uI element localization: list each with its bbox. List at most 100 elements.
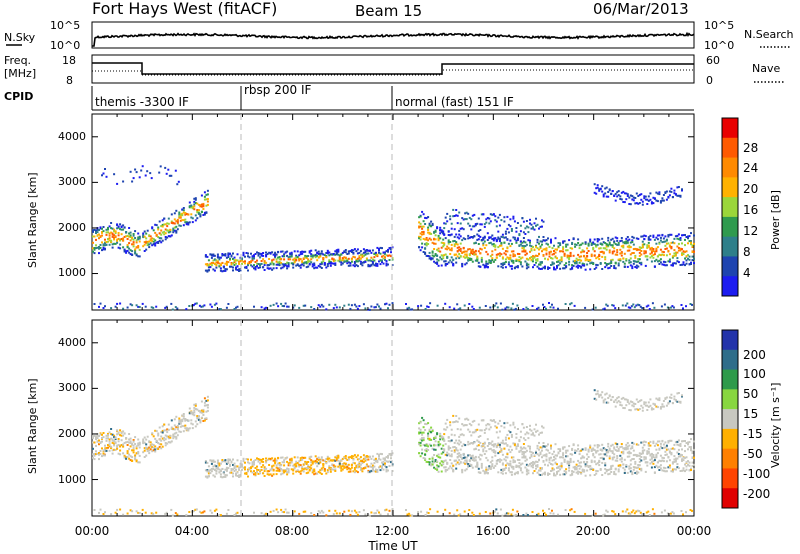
range-cell xyxy=(560,259,563,262)
range-cell xyxy=(164,228,167,231)
range-cell xyxy=(536,453,539,456)
range-cell xyxy=(213,258,216,261)
range-cell xyxy=(358,465,361,468)
range-cell xyxy=(538,473,540,476)
range-cell xyxy=(408,306,411,309)
range-cell xyxy=(110,446,113,449)
range-cell xyxy=(483,225,486,228)
range-cell xyxy=(516,222,519,224)
range-cell xyxy=(221,253,224,255)
range-cell xyxy=(610,260,613,263)
range-cell xyxy=(458,435,461,438)
range-cell xyxy=(111,232,114,235)
range-cell xyxy=(550,241,552,244)
range-cell xyxy=(365,258,368,261)
range-cell xyxy=(548,267,551,269)
range-cell xyxy=(197,409,200,412)
freq-tick-bottom: 8 xyxy=(66,74,73,87)
range-cell xyxy=(120,432,123,434)
range-cell xyxy=(308,466,311,469)
range-cell xyxy=(545,252,548,255)
range-cell xyxy=(532,227,534,230)
range-cell xyxy=(160,435,163,438)
range-cell xyxy=(611,456,614,459)
range-cell xyxy=(185,428,188,431)
range-cell xyxy=(635,266,638,269)
range-cell xyxy=(468,253,471,256)
range-cell xyxy=(387,307,389,310)
range-cell xyxy=(289,255,292,258)
range-cell xyxy=(447,242,450,245)
range-cell xyxy=(504,230,507,233)
range-cell xyxy=(176,218,179,221)
range-cell xyxy=(542,472,545,475)
range-cell xyxy=(108,237,111,240)
range-cell xyxy=(626,245,629,248)
range-cell xyxy=(102,307,105,309)
range-cell xyxy=(362,248,365,251)
range-cell xyxy=(145,232,148,235)
range-cell xyxy=(638,258,641,261)
range-cell xyxy=(551,253,554,256)
range-cell xyxy=(215,472,218,475)
range-cell xyxy=(513,308,516,311)
range-cell xyxy=(219,462,222,465)
range-cell xyxy=(131,250,134,253)
range-cell xyxy=(197,203,200,206)
range-cell xyxy=(98,453,100,456)
range-cell xyxy=(129,249,132,252)
range-cell xyxy=(98,452,100,454)
range-cell xyxy=(173,424,176,427)
range-cell xyxy=(640,247,643,249)
range-cell xyxy=(477,217,480,220)
range-cell xyxy=(381,467,383,469)
range-cell xyxy=(356,257,359,260)
range-cell xyxy=(530,223,533,226)
range-cell xyxy=(538,248,540,251)
range-cell xyxy=(190,412,193,415)
range-cell xyxy=(658,259,661,262)
range-cell xyxy=(684,234,686,236)
range-cell xyxy=(622,463,625,466)
range-cell xyxy=(316,252,319,255)
range-cell xyxy=(589,446,592,449)
range-cell xyxy=(157,448,160,450)
range-cell xyxy=(647,304,650,307)
range-cell xyxy=(608,262,611,265)
range-cell xyxy=(167,235,170,238)
range-cell xyxy=(117,431,120,434)
range-cell xyxy=(107,434,109,437)
range-cell xyxy=(589,259,592,261)
range-cell xyxy=(201,305,204,308)
range-cell xyxy=(444,466,447,469)
range-cell xyxy=(550,444,552,447)
range-cell xyxy=(95,453,97,456)
range-cell xyxy=(599,247,602,250)
range-cell xyxy=(670,452,673,455)
range-cell xyxy=(206,409,209,412)
range-cell xyxy=(605,243,608,246)
range-cell xyxy=(308,457,311,460)
range-cell xyxy=(346,464,349,467)
range-cell xyxy=(439,462,442,465)
range-cell xyxy=(298,460,301,463)
range-cell xyxy=(563,460,566,463)
range-cell xyxy=(542,236,545,238)
range-cell xyxy=(304,462,307,465)
range-cell xyxy=(444,264,447,267)
range-cell xyxy=(132,177,135,180)
range-cell xyxy=(323,460,326,463)
range-cell xyxy=(631,458,634,461)
range-cell xyxy=(479,458,482,461)
range-cell xyxy=(500,244,503,247)
range-cell xyxy=(277,305,280,308)
range-cell xyxy=(419,455,422,458)
range-cell xyxy=(677,261,680,264)
range-cell xyxy=(131,253,134,256)
range-cell xyxy=(491,449,494,452)
range-cell xyxy=(522,250,525,253)
range-cell xyxy=(436,460,439,463)
range-cell xyxy=(492,445,495,448)
range-cell xyxy=(179,219,182,222)
range-cell xyxy=(353,262,356,265)
